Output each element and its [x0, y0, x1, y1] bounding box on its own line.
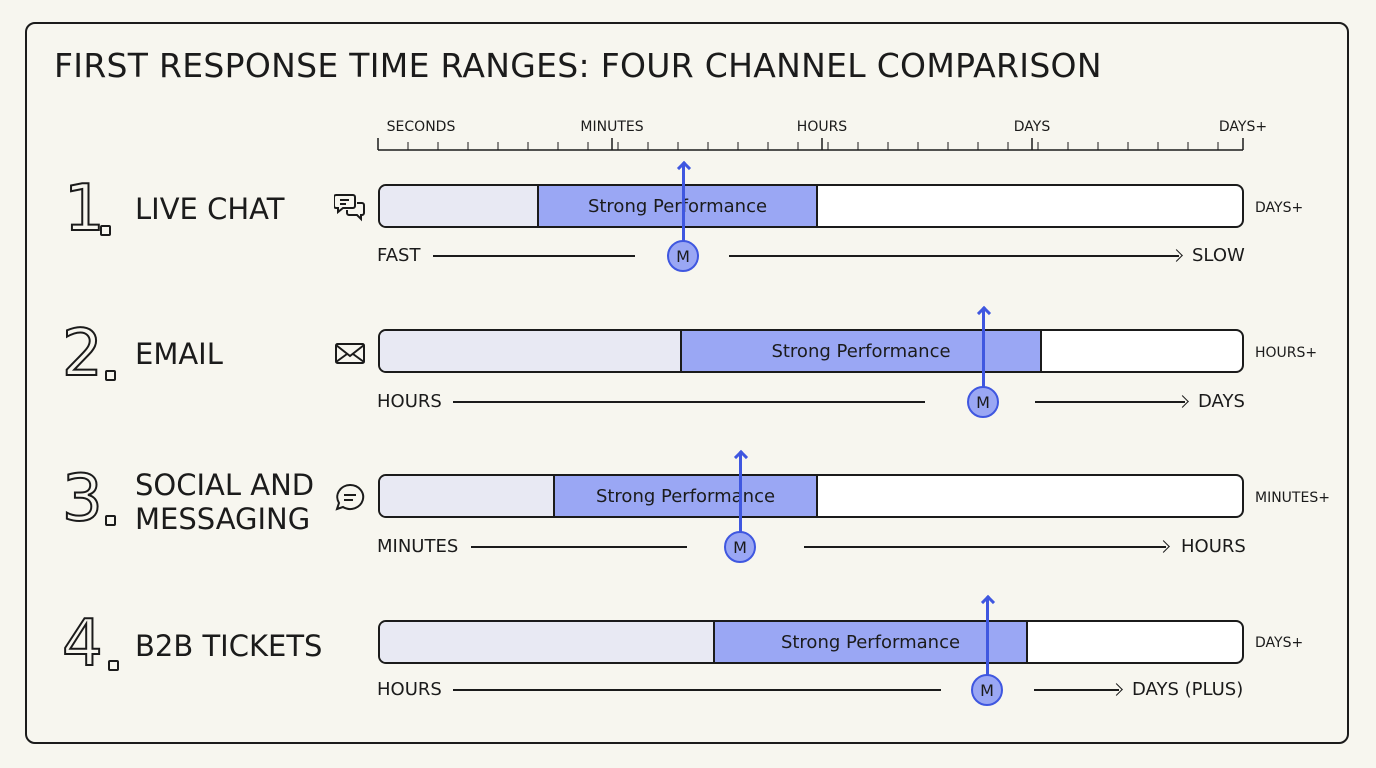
row-number-3: 3 — [61, 462, 104, 536]
strong-performance-segment: Strong Performance — [713, 622, 1028, 662]
row-number-dot — [105, 370, 116, 381]
median-line — [739, 453, 742, 533]
fast-range-segment — [380, 622, 714, 662]
strong-performance-segment: Strong Performance — [680, 331, 1042, 371]
scale-label-hours: HOURS — [796, 119, 848, 135]
axis-line-left — [453, 401, 925, 403]
time-scale-ruler — [377, 138, 1244, 151]
axis-start-label: HOURS — [377, 391, 442, 412]
bar-tail-label: MINUTES+ — [1255, 490, 1330, 506]
message-bubble-icon — [335, 483, 365, 511]
envelope-icon — [335, 343, 365, 364]
fast-range-segment — [380, 186, 538, 226]
median-marker: M — [724, 531, 756, 563]
median-line — [982, 309, 985, 387]
row-number-4: 4 — [61, 607, 104, 681]
row-number-dot — [100, 225, 111, 236]
fast-range-segment — [380, 476, 554, 516]
bar-tail-label: DAYS+ — [1255, 200, 1304, 216]
channel-name-live-chat: LIVE CHAT — [135, 192, 285, 226]
bar-tail-label: DAYS+ — [1255, 635, 1304, 651]
chat-bubbles-icon — [334, 194, 365, 222]
median-marker: M — [967, 386, 999, 418]
axis-start-label: FAST — [377, 245, 421, 266]
axis-line-left — [453, 689, 941, 691]
bar-tail-label: HOURS+ — [1255, 345, 1318, 361]
median-line — [986, 598, 989, 676]
row-number-dot — [108, 660, 119, 671]
channel-name-b2b-tickets: B2B TICKETS — [135, 629, 323, 663]
scale-label-minutes: MINUTES — [580, 119, 644, 135]
response-range-bar: Strong Performance — [378, 184, 1244, 228]
channel-name-social-line-2: MESSAGING — [135, 502, 311, 536]
row-number-dot — [105, 515, 116, 526]
axis-end-label: SLOW — [1192, 245, 1245, 266]
scale-label-seconds: SECONDS — [386, 119, 456, 135]
row-number-2: 2 — [61, 317, 104, 391]
scale-label-days: DAYS — [1013, 119, 1051, 135]
response-range-bar: Strong Performance — [378, 474, 1244, 518]
axis-end-label: HOURS — [1181, 536, 1246, 557]
channel-name-email: EMAIL — [135, 337, 223, 371]
axis-line-right — [729, 255, 1179, 257]
axis-line-right — [804, 546, 1166, 548]
median-marker: M — [971, 674, 1003, 706]
strong-performance-segment: Strong Performance — [553, 476, 818, 516]
median-marker: M — [667, 240, 699, 272]
response-range-bar: Strong Performance — [378, 620, 1244, 664]
axis-start-label: HOURS — [377, 679, 442, 700]
axis-end-label: DAYS (PLUS) — [1132, 679, 1244, 700]
axis-line-left — [471, 546, 687, 548]
row-number-1: 1 — [63, 172, 106, 246]
response-range-bar: Strong Performance — [378, 329, 1244, 373]
axis-end-label: DAYS — [1198, 391, 1245, 412]
axis-line-left — [433, 255, 635, 257]
axis-line-right — [1035, 401, 1185, 403]
median-line — [682, 164, 685, 242]
diagram-frame — [25, 22, 1349, 744]
axis-start-label: MINUTES — [377, 536, 459, 557]
scale-label-days-plus: DAYS+ — [1218, 119, 1268, 135]
fast-range-segment — [380, 331, 681, 371]
strong-performance-segment: Strong Performance — [537, 186, 818, 226]
channel-name-social-line-1: SOCIAL AND — [135, 468, 315, 502]
page-title: FIRST RESPONSE TIME RANGES: FOUR CHANNEL… — [54, 46, 1102, 85]
axis-line-right — [1034, 689, 1119, 691]
